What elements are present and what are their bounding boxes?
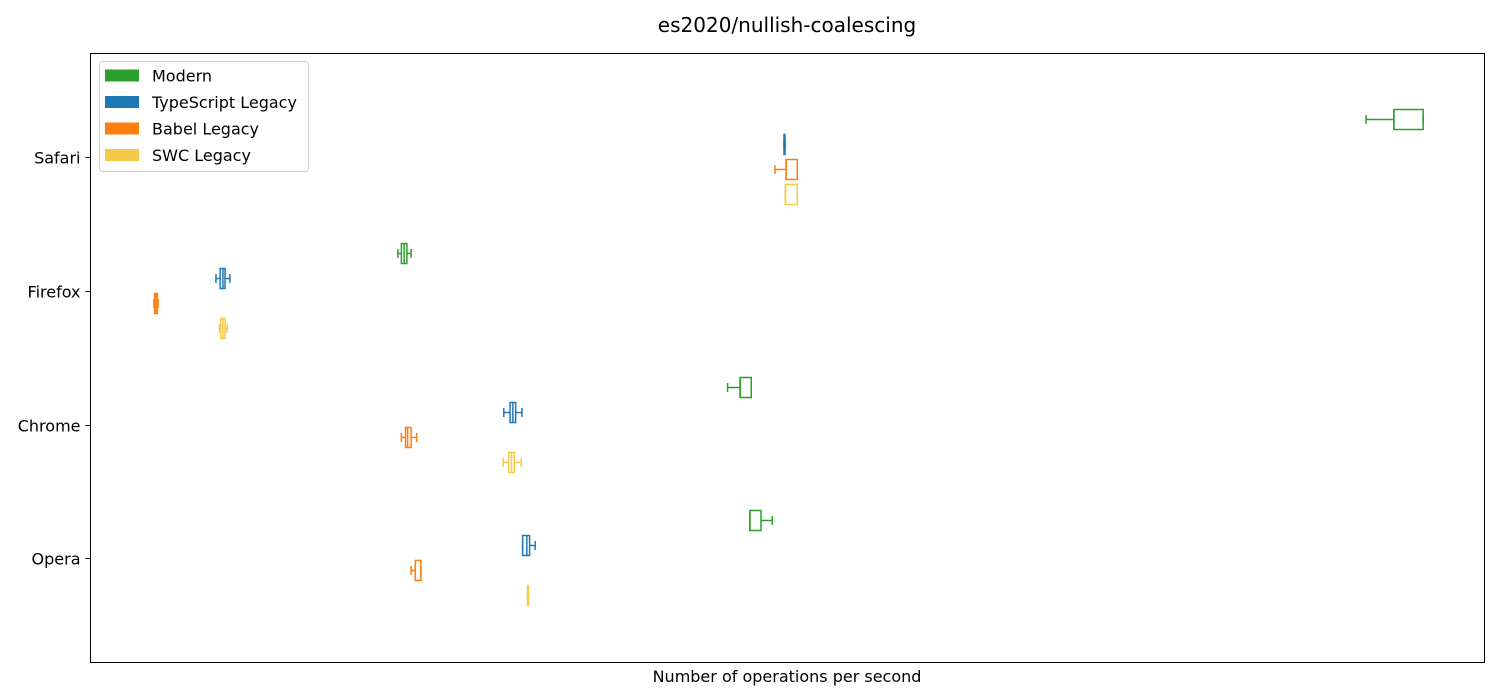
boxplot-modern-safari (1365, 108, 1424, 131)
boxplot-swc-legacy-opera (526, 584, 530, 607)
boxplot-babel-legacy-opera (410, 559, 422, 582)
boxplot-babel-legacy-firefox (153, 292, 159, 315)
y-tick-label-safari: Safari (34, 149, 80, 168)
legend-label-swc-legacy: SWC Legacy (152, 146, 251, 165)
legend-swatch-typescript-legacy (105, 96, 139, 108)
y-tick-label-opera: Opera (32, 550, 81, 569)
legend: Modern TypeScript Legacy Babel Legacy SWC L… (99, 61, 309, 172)
boxplot-swc-legacy-firefox (218, 317, 228, 340)
box (739, 376, 753, 399)
boxplot-typescript-legacy-opera (521, 534, 536, 557)
plot-area (90, 53, 1485, 663)
chart-title: es2020/nullish-coalescing (658, 13, 916, 37)
boxplot-typescript-legacy-chrome (503, 401, 523, 424)
legend-label-babel-legacy: Babel Legacy (152, 120, 259, 139)
boxplot-modern-chrome (726, 376, 753, 399)
box (784, 183, 799, 206)
box (785, 158, 799, 181)
legend-label-typescript-legacy: TypeScript Legacy (151, 93, 297, 112)
boxplot-typescript-legacy-safari (783, 133, 786, 156)
boxplot-typescript-legacy-firefox (215, 267, 231, 290)
legend-swatch-modern (105, 69, 139, 82)
boxplot-babel-legacy-safari (774, 158, 799, 181)
boxplot-modern-opera (749, 509, 773, 532)
legend-frame (99, 61, 309, 172)
box (414, 559, 422, 582)
boxplot-swc-legacy-chrome (502, 451, 522, 474)
box (749, 509, 762, 532)
y-tick-label-firefox: Firefox (28, 283, 81, 302)
boxplot-swc-legacy-safari (784, 183, 799, 206)
legend-label-modern: Modern (152, 67, 212, 86)
boxplots (153, 108, 1424, 607)
boxplot-babel-legacy-chrome (400, 426, 418, 449)
legend-swatch-babel-legacy (105, 122, 139, 135)
legend-swatch-swc-legacy (105, 149, 139, 161)
box (1393, 108, 1424, 131)
boxplot-modern-firefox (397, 242, 412, 265)
y-axis: Safari Firefox Chrome Opera (18, 149, 91, 569)
y-tick-label-chrome: Chrome (18, 417, 81, 436)
x-axis-label: Number of operations per second (653, 667, 922, 686)
